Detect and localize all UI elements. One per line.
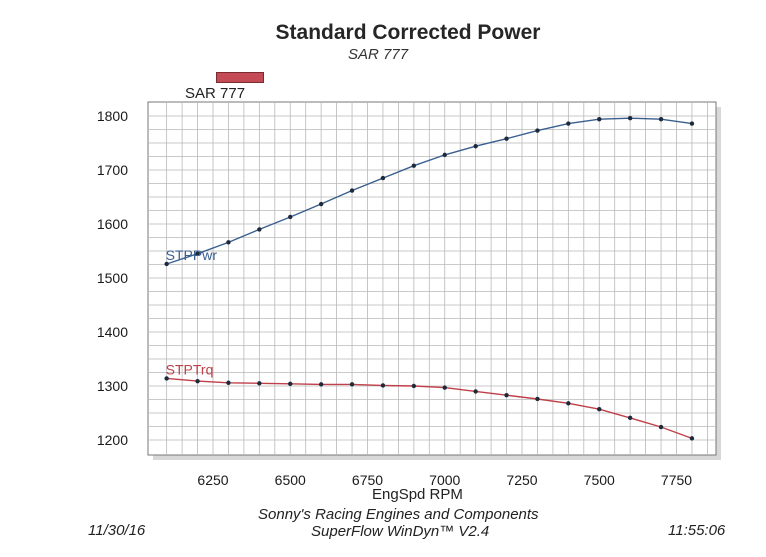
data-point-stppwr (411, 163, 417, 168)
data-point-stppwr (504, 136, 509, 141)
data-point-stppwr (597, 117, 602, 122)
chart-title: Standard Corrected Power (275, 21, 541, 44)
data-point-stptrq (411, 383, 417, 389)
data-point-stppwr (257, 227, 262, 232)
y-tick-label: 1500 (97, 270, 128, 286)
data-point-stppwr (689, 121, 695, 126)
data-point-stptrq (566, 401, 571, 406)
x-tick-label: 6500 (275, 472, 306, 488)
data-point-stptrq (226, 380, 231, 385)
footer-date: 11/30/16 (88, 522, 146, 539)
y-tick-label: 1200 (97, 432, 128, 448)
data-point-stppwr (566, 121, 571, 126)
data-point-stppwr (349, 188, 355, 193)
x-tick-label: 6250 (197, 472, 228, 488)
data-point-stppwr (164, 261, 169, 267)
data-point-stptrq (535, 396, 540, 402)
y-tick-label: 1800 (97, 108, 128, 124)
data-point-stptrq (257, 381, 262, 386)
data-point-stppwr (473, 144, 478, 149)
x-tick-label: 6750 (352, 472, 383, 488)
data-point-stptrq (473, 389, 478, 394)
footer-company: Sonny's Racing Engines and Components (258, 506, 539, 523)
data-point-stptrq (380, 383, 386, 388)
legend-label: SAR 777 (185, 85, 246, 102)
data-point-stptrq (164, 376, 169, 381)
data-point-stptrq (288, 381, 293, 387)
series-line-stptrq (166, 377, 693, 440)
footer-time: 11:55:06 (668, 522, 726, 539)
plot-area (147, 101, 717, 456)
chart-subtitle: SAR 777 (348, 46, 409, 63)
data-point-stppwr (658, 117, 664, 122)
data-point-stppwr (627, 115, 633, 121)
y-tick-label: 1400 (97, 324, 128, 340)
legend-swatch (216, 72, 264, 83)
data-point-stppwr (318, 201, 324, 207)
x-tick-label: 7000 (429, 472, 460, 488)
data-point-stppwr (442, 152, 447, 158)
data-point-stppwr (288, 214, 293, 220)
y-tick-label: 1600 (97, 216, 128, 232)
x-tick-label: 7250 (506, 472, 537, 488)
data-point-stptrq (689, 436, 695, 441)
data-point-stptrq (318, 382, 324, 387)
data-point-stppwr (535, 128, 540, 133)
data-point-stptrq (627, 415, 633, 421)
series-label-stptrq: STPTrq (166, 361, 214, 377)
data-point-stptrq (597, 407, 602, 412)
data-point-stppwr (226, 240, 231, 245)
data-point-stptrq (658, 424, 664, 430)
x-axis-label: EngSpd RPM (372, 486, 463, 503)
data-point-stppwr (195, 251, 200, 256)
x-tick-label: 7500 (584, 472, 615, 488)
y-tick-label: 1700 (97, 162, 128, 178)
series-label-stppwr: STPPwr (166, 247, 218, 263)
data-point-stptrq (349, 382, 355, 387)
footer-software: SuperFlow WinDyn™ V2.4 (311, 523, 490, 540)
data-point-stptrq (442, 385, 447, 390)
data-point-stptrq (504, 392, 509, 398)
series-line-stppwr (166, 117, 693, 265)
y-tick-label: 1300 (97, 378, 128, 394)
data-point-stppwr (380, 175, 386, 181)
x-tick-label: 7750 (661, 472, 692, 488)
data-point-stptrq (195, 378, 200, 384)
